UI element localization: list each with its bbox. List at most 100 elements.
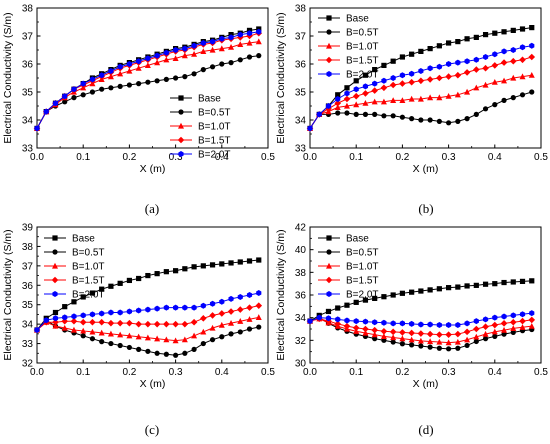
data-point [191,42,197,49]
data-point [99,286,105,292]
data-point [108,85,114,91]
data-point [510,95,516,101]
x-tick-label: 0.1 [349,152,363,163]
data-point [246,304,253,311]
data-point [62,93,68,100]
legend-label: B=1.0T [346,42,379,53]
data-point [173,75,179,81]
data-point [371,98,378,105]
x-tick-label: 0.5 [534,367,548,378]
data-point [445,331,452,338]
data-point [482,281,489,287]
data-point [390,339,396,345]
data-point [43,317,49,324]
data-point [154,350,160,356]
data-point [473,318,479,325]
data-point [501,331,507,337]
legend: Base B=0.5T B=1.0T B=1.5T B=2.0T [318,234,379,301]
data-point [163,56,170,63]
data-point [154,78,160,84]
data-point [454,91,461,98]
data-point [237,41,244,47]
data-point [228,60,234,66]
data-point [464,342,470,349]
x-tick-label: 0.0 [303,152,317,163]
data-point [154,52,160,59]
data-point [399,341,405,347]
data-point [390,58,396,64]
data-point [454,71,462,79]
data-point [389,81,397,89]
data-point [500,320,508,327]
data-point [117,280,123,286]
legend-label: B=0.5T [346,28,379,39]
series-b-1-0t [34,314,262,344]
data-point [353,318,359,325]
data-point [510,279,516,285]
data-point [380,98,387,105]
y-tick-label: 36 [295,291,307,302]
data-point [491,79,498,85]
data-point [399,290,405,296]
data-point [436,322,442,329]
data-point [80,294,86,300]
legend-label: B=0.5T [346,248,379,259]
data-point [99,310,105,317]
data-point [381,337,387,343]
data-point [408,78,415,86]
data-point [381,113,387,119]
data-point [126,332,133,339]
data-point [163,336,170,343]
data-point [390,334,397,341]
chart-panel-2: 0.0 0.1 0.2 0.3 0.4 0.5 33 34 35 36 37 38 X (m) Elect… [275,4,548,217]
data-point [528,53,536,61]
data-point [417,330,425,337]
data-point [256,324,262,330]
y-tick-label: 35 [22,300,34,311]
data-point [200,340,206,347]
data-point [501,48,507,55]
data-point [482,316,489,323]
data-point [473,282,479,288]
data-point [334,99,342,107]
data-point [173,268,179,274]
y-tick-label: 34 [22,320,34,331]
data-point [362,72,369,78]
data-point [454,330,462,338]
data-point [344,110,350,116]
legend-marker [52,249,58,255]
data-point [237,31,243,38]
data-point [163,320,170,328]
x-tick-label: 0.3 [169,152,183,163]
data-point [182,350,188,356]
data-point [344,302,350,308]
data-point [107,330,114,337]
legend-label: B=1.5T [346,56,379,67]
data-point [228,44,235,50]
data-point [528,322,535,329]
data-point [80,80,86,87]
data-point [219,261,225,267]
data-point [145,55,151,62]
x-axis-label: X (m) [140,378,166,390]
data-point [228,34,234,41]
data-point [237,318,244,324]
data-point [209,312,216,319]
data-point [427,117,433,123]
y-axis-label: Electrical Conductivity (S/m) [2,12,14,143]
data-point [144,320,152,328]
panel-label: (a) [145,201,159,216]
legend-label: B=1.0T [198,122,231,133]
data-point [145,272,151,279]
data-point [219,334,225,340]
data-point [246,258,253,264]
data-point [209,324,216,331]
data-point [108,309,114,316]
legend-label: B=0.5T [72,248,105,259]
data-point [455,322,461,329]
x-tick-label: 0.1 [76,367,90,378]
plot-frame [36,7,269,149]
data-point [445,73,452,80]
data-point [464,36,470,42]
data-point [163,351,169,357]
